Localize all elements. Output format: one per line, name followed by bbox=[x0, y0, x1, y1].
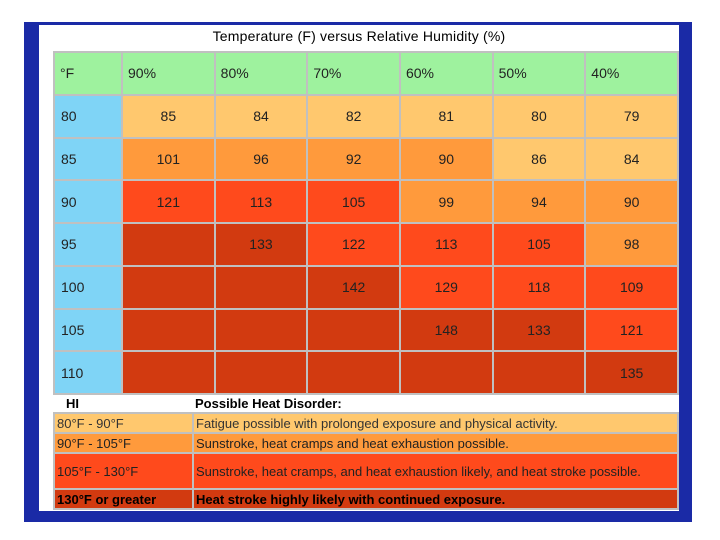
heat-index-cell: 122 bbox=[308, 224, 399, 265]
heat-index-cell: 133 bbox=[493, 309, 585, 351]
heat-index-cell: 84 bbox=[586, 138, 677, 180]
temperature-row-header: 80 bbox=[55, 95, 121, 137]
legend-range: 90°F - 105°F bbox=[55, 434, 192, 452]
heat-index-cell: 96 bbox=[215, 138, 307, 180]
heat-index-cell-empty bbox=[215, 266, 307, 308]
legend-disorder-text: Fatigue possible with prolonged exposure… bbox=[194, 414, 677, 432]
heat-index-cell: 82 bbox=[308, 95, 399, 137]
heat-index-cell: 118 bbox=[493, 266, 585, 308]
heat-index-cell: 90 bbox=[586, 181, 677, 222]
heat-index-cell: 113 bbox=[400, 224, 492, 265]
heat-index-cell: 80 bbox=[493, 95, 585, 137]
heat-index-cell: 121 bbox=[586, 309, 677, 351]
heat-index-table: °F 90% 80% 70% 60% 50% 40% 80 85 84 82 81 80 79 85 101 9… bbox=[53, 51, 679, 395]
heat-index-cell: 90 bbox=[400, 138, 492, 180]
humidity-header: 40% bbox=[586, 53, 677, 94]
heat-index-cell: 148 bbox=[400, 309, 492, 351]
heat-index-cell: 94 bbox=[493, 181, 585, 222]
heat-index-cell: 84 bbox=[215, 95, 307, 137]
heat-index-cell-empty bbox=[308, 352, 399, 393]
heat-index-cell-empty bbox=[123, 224, 214, 265]
legend-hi-header: HI bbox=[66, 396, 79, 411]
temperature-row-header: 100 bbox=[55, 266, 121, 308]
heat-index-cell-empty bbox=[123, 266, 214, 308]
heat-index-cell: 79 bbox=[586, 95, 677, 137]
heat-index-cell: 86 bbox=[493, 138, 585, 180]
heat-index-cell: 92 bbox=[308, 138, 399, 180]
heat-index-cell: 105 bbox=[308, 181, 399, 222]
heat-index-cell: 133 bbox=[215, 224, 307, 265]
temperature-row-header: 90 bbox=[55, 181, 121, 222]
heat-index-cell-empty bbox=[400, 352, 492, 393]
corner-unit-label: °F bbox=[55, 53, 121, 94]
heat-index-cell-empty bbox=[215, 309, 307, 351]
heat-index-cell-empty bbox=[215, 352, 307, 393]
heat-index-cell: 105 bbox=[493, 224, 585, 265]
humidity-header: 80% bbox=[215, 53, 307, 94]
heat-index-cell-empty bbox=[123, 352, 214, 393]
chart-panel: Temperature (F) versus Relative Humidity… bbox=[39, 25, 679, 511]
legend-disorder-header: Possible Heat Disorder: bbox=[195, 396, 342, 411]
humidity-header: 90% bbox=[123, 53, 214, 94]
chart-title: Temperature (F) versus Relative Humidity… bbox=[212, 28, 506, 44]
legend-range: 80°F - 90°F bbox=[55, 414, 192, 432]
heat-index-cell-empty bbox=[308, 309, 399, 351]
heat-index-cell-empty bbox=[123, 309, 214, 351]
heat-index-cell: 85 bbox=[123, 95, 214, 137]
legend-disorder-text: Sunstroke, heat cramps and heat exhausti… bbox=[194, 434, 677, 452]
heat-index-cell: 113 bbox=[215, 181, 307, 222]
legend-disorder-text: Heat stroke highly likely with continued… bbox=[194, 490, 677, 508]
temperature-row-header: 95 bbox=[55, 224, 121, 265]
heat-index-cell: 101 bbox=[123, 138, 214, 180]
legend-disorder-text: Sunstroke, heat cramps, and heat exhaust… bbox=[194, 454, 677, 488]
heat-index-cell: 121 bbox=[123, 181, 214, 222]
humidity-header: 60% bbox=[400, 53, 492, 94]
humidity-header: 50% bbox=[493, 53, 585, 94]
heat-index-cell: 98 bbox=[586, 224, 677, 265]
temperature-row-header: 110 bbox=[55, 352, 121, 393]
heat-index-cell: 81 bbox=[400, 95, 492, 137]
temperature-row-header: 85 bbox=[55, 138, 121, 180]
temperature-row-header: 105 bbox=[55, 309, 121, 351]
humidity-header: 70% bbox=[308, 53, 399, 94]
heat-index-cell: 99 bbox=[400, 181, 492, 222]
heat-index-cell: 135 bbox=[586, 352, 677, 393]
heat-index-cell: 109 bbox=[586, 266, 677, 308]
legend-range: 130°F or greater bbox=[55, 490, 192, 508]
heat-index-cell: 129 bbox=[400, 266, 492, 308]
heat-disorder-legend: 80°F - 90°F Fatigue possible with prolon… bbox=[53, 412, 679, 510]
legend-range: 105°F - 130°F bbox=[55, 454, 192, 488]
heat-index-cell: 142 bbox=[308, 266, 399, 308]
heat-index-cell-empty bbox=[493, 352, 585, 393]
